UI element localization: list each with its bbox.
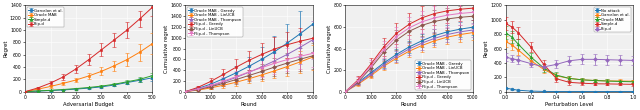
Legend: Garcelon et al., Oracle MAB, Simple-d, Flip-d: Garcelon et al., Oracle MAB, Simple-d, F… [27, 7, 64, 28]
Y-axis label: Cumulative regret: Cumulative regret [327, 24, 332, 73]
Legend: Oracle MAB - Greedy, Oracle MAB - LinUCB, Oracle MAB - Thompson, Flip-d - Greedy: Oracle MAB - Greedy, Oracle MAB - LinUCB… [187, 7, 243, 37]
Y-axis label: Regret: Regret [3, 40, 8, 57]
X-axis label: Perturbation Level: Perturbation Level [545, 102, 593, 106]
Y-axis label: Cumulative regret: Cumulative regret [164, 24, 169, 73]
X-axis label: Round: Round [241, 102, 257, 106]
Legend: Oracle MAB - Greedy, Oracle MAB - LinUCB, Oracle MAB - Thompson, Flip-d - Greedy: Oracle MAB - Greedy, Oracle MAB - LinUCB… [415, 61, 471, 90]
X-axis label: Adversarial Budget: Adversarial Budget [63, 102, 114, 106]
Y-axis label: Regret: Regret [484, 40, 489, 57]
X-axis label: Round: Round [401, 102, 417, 106]
Legend: No attack, Garcelon et al., Oracle MAB, Simple-d, Flip-d: No attack, Garcelon et al., Oracle MAB, … [594, 7, 631, 32]
